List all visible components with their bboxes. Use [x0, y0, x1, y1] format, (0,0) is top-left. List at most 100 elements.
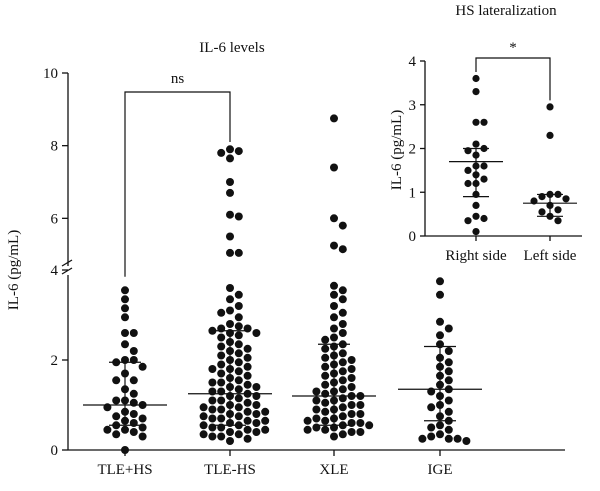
main-dot-tle-hs [129, 329, 138, 337]
inset-y-tick-label: 2 [409, 142, 417, 158]
main-dot-tle-hs [112, 376, 121, 385]
inset-y-tick-label: 4 [409, 54, 417, 70]
inset-chart: HS lateralization IL-6 (pg/mL) 0 1 2 3 4 * R… [389, 3, 582, 264]
main-dot-ige [436, 317, 444, 326]
main-dot-tle-hs [234, 322, 243, 331]
main-dot-tle-hs [243, 380, 252, 389]
main-dot-xle [338, 320, 347, 328]
main-dot-tle-hs [243, 344, 252, 353]
main-dot-tle-hs [234, 248, 243, 257]
inset-x-tick-label-right-side: Right side [445, 248, 507, 264]
main-dot-tle-hs [234, 430, 243, 439]
main-dot-tle-hs [217, 333, 226, 342]
main-dots [103, 114, 471, 454]
main-dot-xle [312, 396, 321, 405]
main-dot-tle-hs [226, 248, 234, 257]
main-dot-tle-hs [217, 378, 226, 387]
main-dot-tle-hs [234, 349, 243, 358]
main-dot-xle [312, 405, 321, 414]
main-dot-xle [330, 214, 338, 223]
main-dot-ige [444, 347, 453, 355]
main-x-tick-label-ige: IGE [428, 462, 453, 478]
main-y-tick-label: 2 [51, 353, 59, 369]
inset-significance-bracket: * [475, 40, 551, 101]
inset-x-tick-label-left-side: Left side [524, 248, 577, 264]
main-dot-tle-hs [226, 188, 234, 197]
main-dot-tle-hs [121, 304, 129, 313]
main-chart-title: IL-6 levels [199, 40, 265, 56]
main-dot-tle-hs [226, 210, 234, 219]
main-dot-tle-hs [112, 396, 121, 405]
main-dot-tle-hs [217, 342, 226, 351]
inset-dot-right-side [464, 179, 472, 188]
main-dot-tle-hs [243, 371, 252, 380]
main-y-tick-label: 10 [43, 66, 58, 82]
main-bracket-line [124, 91, 231, 277]
main-dot-ige [436, 331, 444, 340]
main-dot-xle [330, 241, 338, 250]
inset-dot-right-side [472, 74, 480, 83]
main-dot-tle-hs [138, 362, 147, 371]
main-axis-break-mark [61, 259, 73, 267]
main-dot-tle-hs [121, 329, 129, 337]
main-dot-ige [436, 290, 444, 299]
main-dot-tle-hs [217, 396, 226, 405]
main-dot-tle-hs [234, 367, 243, 376]
inset-dot-left-side [562, 195, 570, 203]
main-dot-tle-hs [121, 313, 129, 322]
main-dot-tle-hs [129, 410, 138, 418]
main-y-tick-label: 0 [51, 443, 59, 459]
main-dot-xle [321, 380, 330, 389]
main-dot-tle-hs [208, 378, 217, 387]
main-y-tick-label: 8 [51, 139, 59, 155]
main-dot-xle [330, 313, 338, 322]
main-dot-xle [330, 324, 338, 333]
main-dot-ige [436, 430, 444, 439]
main-dot-xle [338, 245, 347, 254]
main-dot-tle-hs [226, 320, 234, 328]
main-dot-ige [427, 403, 436, 412]
main-dot-tle-hs [217, 148, 226, 157]
main-dot-xle [356, 419, 365, 427]
inset-dot-right-side [480, 175, 488, 183]
main-dot-tle-hs [234, 394, 243, 403]
main-dot-ige [436, 421, 444, 430]
main-dot-xle [330, 290, 338, 299]
main-dot-ige [427, 423, 436, 432]
main-dot-xle [330, 333, 338, 342]
main-dot-tle-hs [243, 434, 252, 443]
main-dot-xle [338, 412, 347, 421]
main-dot-xle [347, 401, 356, 409]
inset-dot-right-side [464, 166, 472, 174]
main-dot-xle [321, 425, 330, 434]
main-dot-xle [330, 281, 338, 290]
main-dot-xle [338, 358, 347, 367]
main-dot-ige [418, 434, 427, 443]
main-dot-tle-hs [129, 428, 138, 436]
main-y-tick-label: 4 [51, 263, 59, 279]
inset-axes: 0 1 2 3 4 [409, 54, 582, 245]
main-dot-tle-hs [121, 340, 129, 349]
main-dot-tle-hs [129, 376, 138, 385]
inset-dot-right-side [472, 140, 480, 148]
inset-x-tick-labels: Right side Left side [445, 248, 576, 264]
main-dot-tle-hs [234, 212, 243, 221]
main-dot-tle-hs [121, 425, 129, 434]
main-dot-ige [444, 376, 453, 385]
main-dot-ige [444, 324, 453, 333]
inset-bracket-line [475, 57, 551, 101]
main-dot-tle-hs [234, 376, 243, 385]
main-dot-tle-hs [234, 290, 243, 299]
main-x-tick-label-xle: XLE [319, 462, 348, 478]
main-significance-label: ns [171, 71, 185, 87]
main-dot-tle-hs [252, 383, 261, 391]
main-dot-tle-hs [199, 412, 208, 421]
inset-dot-left-side [554, 206, 562, 214]
main-dot-tle-hs [103, 425, 112, 434]
main-dot-xle [347, 383, 356, 391]
main-dot-tle-hs [234, 385, 243, 394]
main-dot-xle [338, 308, 347, 317]
main-dot-tle-hs [261, 425, 270, 434]
main-dot-tle-hs [226, 284, 234, 292]
